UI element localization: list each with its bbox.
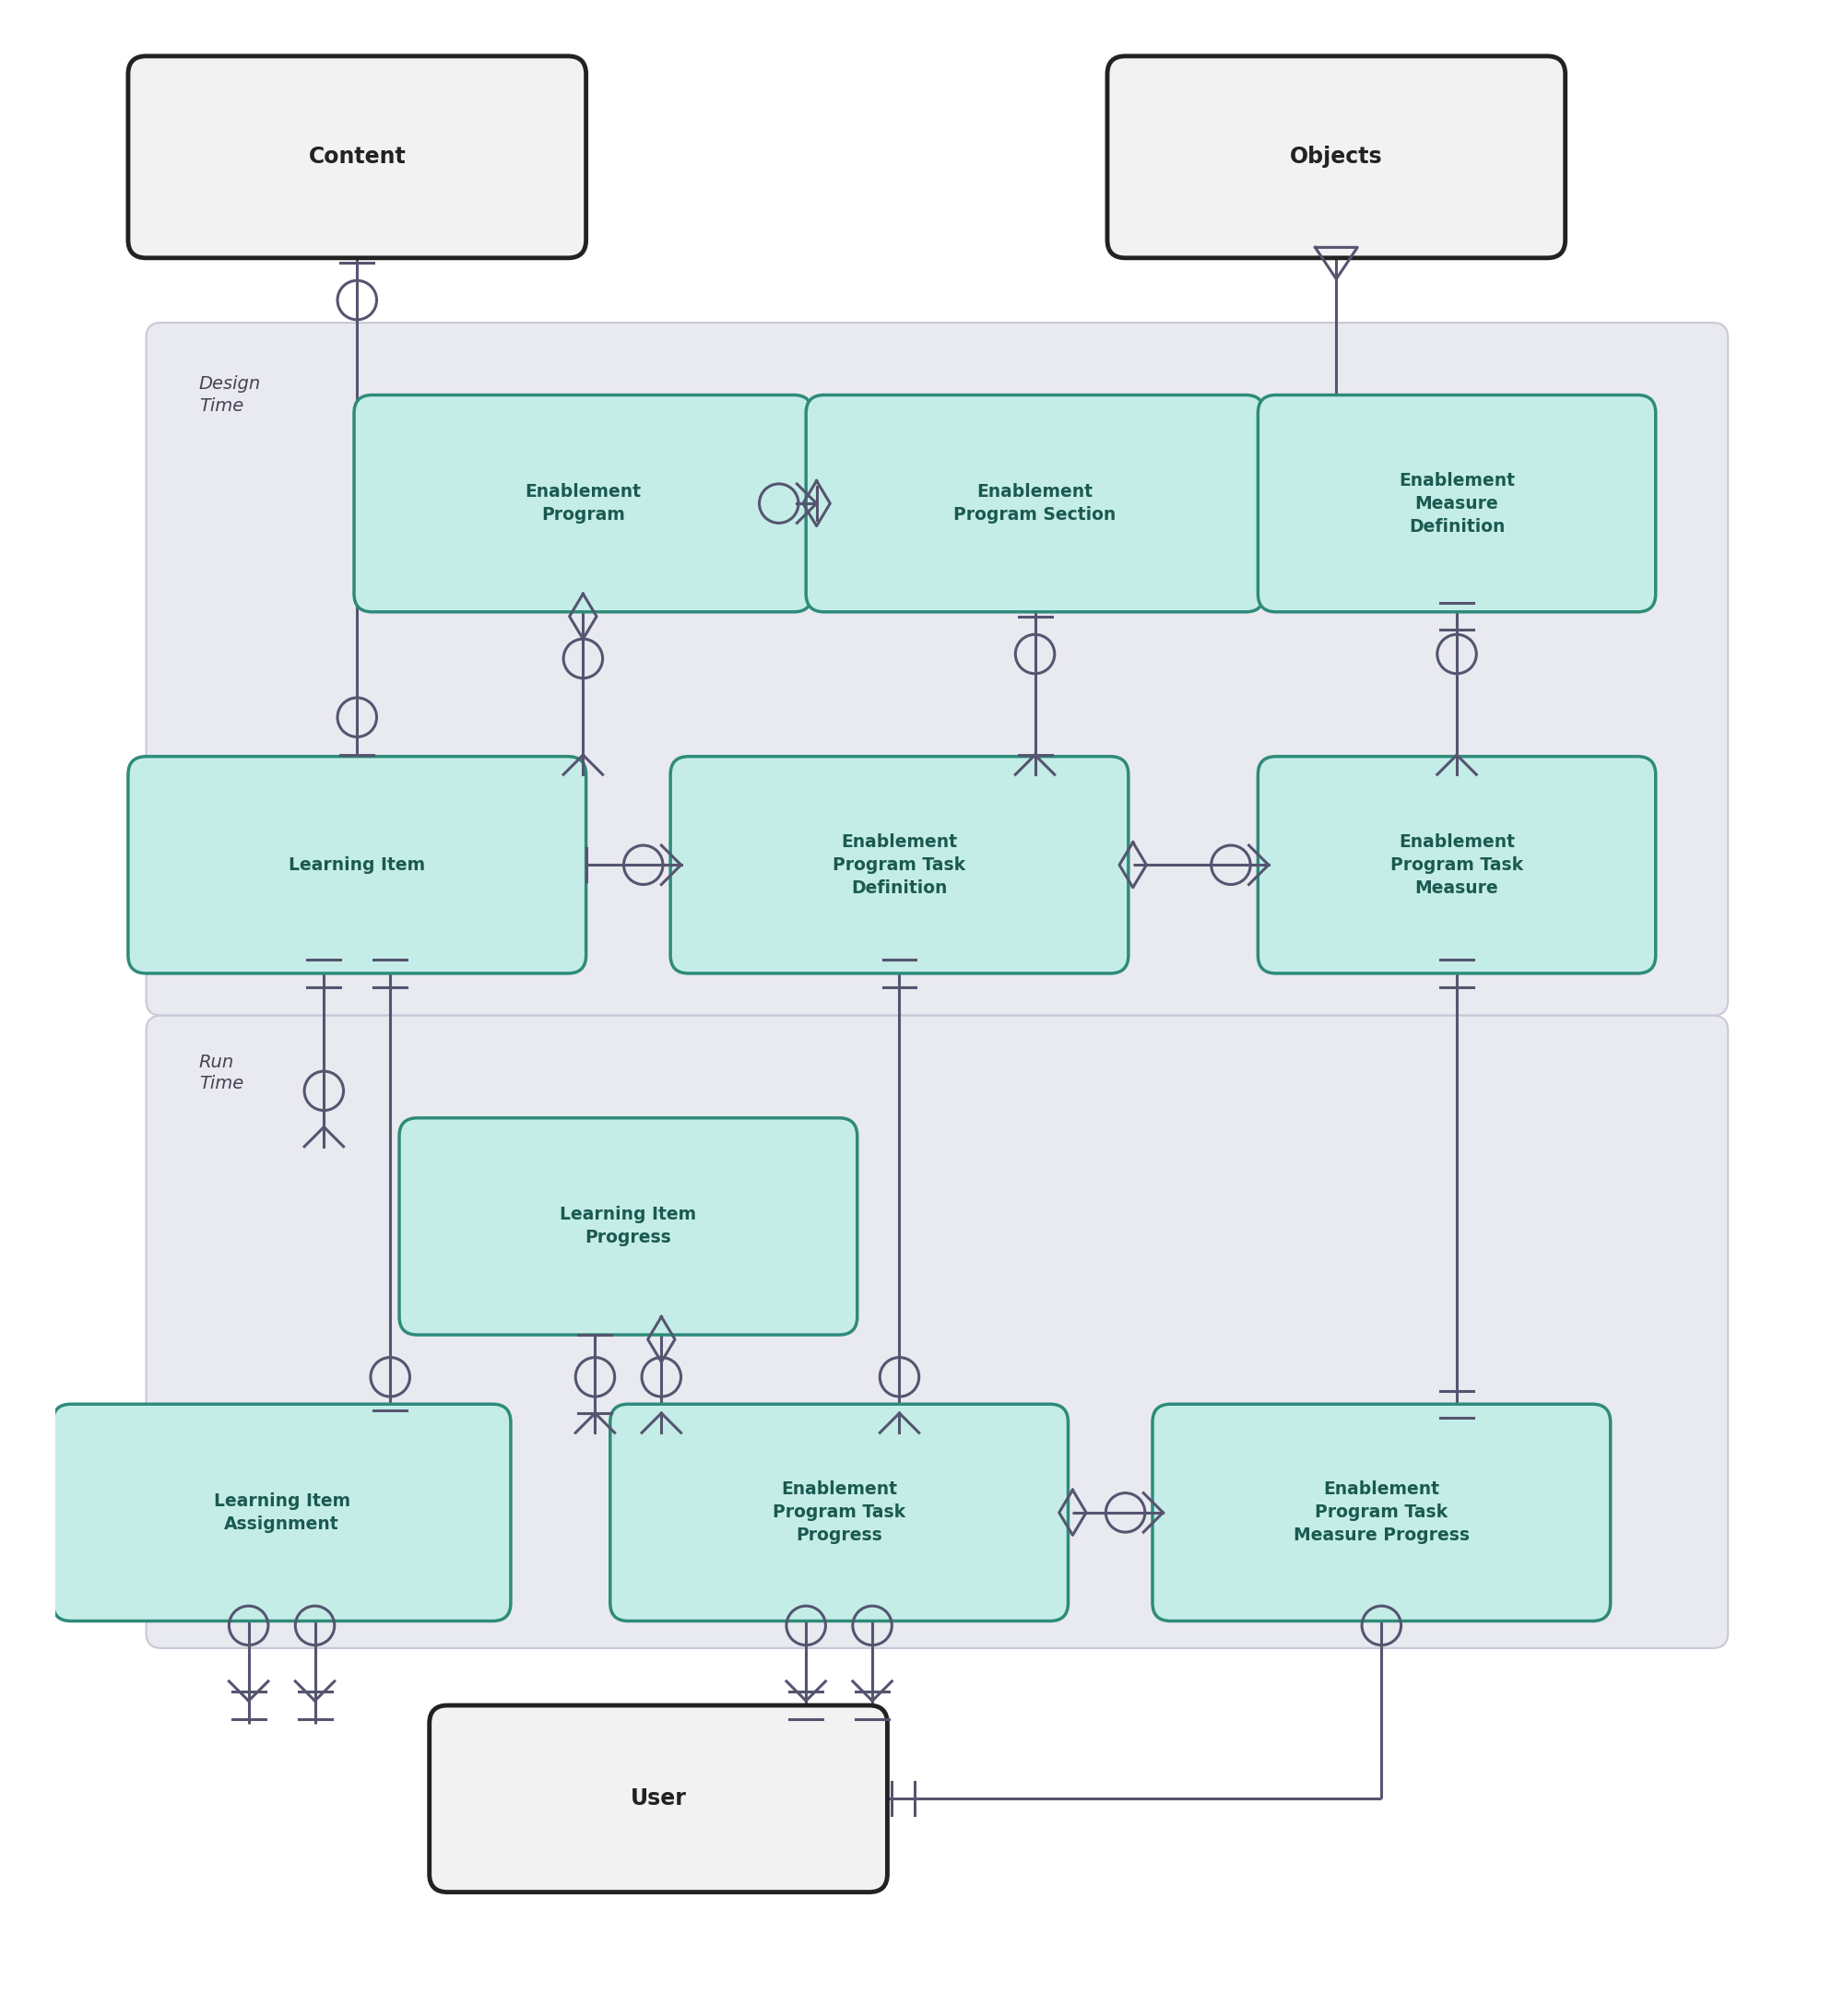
FancyBboxPatch shape [1152,1403,1610,1621]
FancyBboxPatch shape [127,56,586,258]
FancyBboxPatch shape [146,323,1728,1016]
Text: Enablement
Program Task
Measure Progress: Enablement Program Task Measure Progress [1293,1482,1470,1544]
Text: Enablement
Measure
Definition: Enablement Measure Definition [1400,472,1516,534]
Text: Objects: Objects [1291,145,1383,167]
FancyBboxPatch shape [610,1403,1068,1621]
Text: Content: Content [308,145,406,167]
Text: Enablement
Program Task
Definition: Enablement Program Task Definition [833,833,966,897]
FancyBboxPatch shape [1258,756,1656,974]
Text: User: User [631,1788,686,1810]
Text: Enablement
Program: Enablement Program [526,484,642,524]
Text: Learning Item
Assignment: Learning Item Assignment [214,1492,350,1532]
Text: Enablement
Program Task
Measure: Enablement Program Task Measure [1390,833,1523,897]
FancyBboxPatch shape [146,1016,1728,1649]
Text: Run
Time: Run Time [199,1052,243,1093]
FancyBboxPatch shape [127,756,586,974]
FancyBboxPatch shape [400,1119,857,1335]
Text: Design
Time: Design Time [199,375,260,415]
Text: Learning Item
Progress: Learning Item Progress [561,1206,697,1246]
Text: Enablement
Program Section: Enablement Program Section [953,484,1116,524]
FancyBboxPatch shape [53,1403,511,1621]
FancyBboxPatch shape [354,395,811,613]
Text: Enablement
Program Task
Progress: Enablement Program Task Progress [773,1482,905,1544]
FancyBboxPatch shape [806,395,1263,613]
FancyBboxPatch shape [430,1706,887,1893]
FancyBboxPatch shape [671,756,1129,974]
FancyBboxPatch shape [1258,395,1656,613]
FancyBboxPatch shape [1106,56,1566,258]
Text: Learning Item: Learning Item [290,857,426,873]
